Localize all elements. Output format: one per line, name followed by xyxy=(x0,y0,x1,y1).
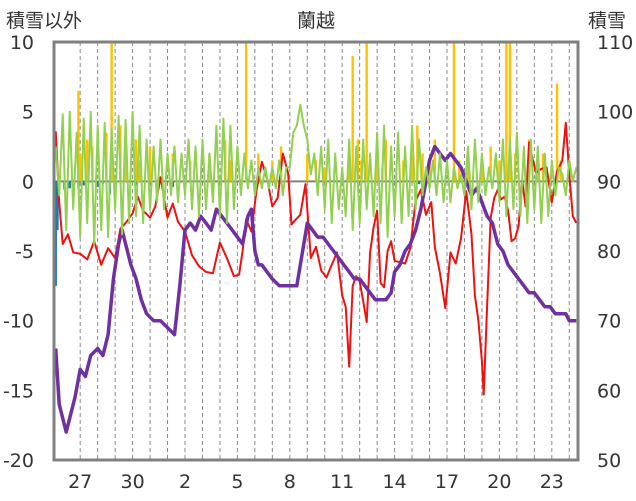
x-tick-label: 30 xyxy=(121,471,145,493)
x-tick-label: 14 xyxy=(383,471,407,493)
plot-frame xyxy=(52,40,580,462)
x-tick-label: 8 xyxy=(284,471,296,493)
right-tick-label: 110 xyxy=(597,32,633,54)
left-tick-label: -15 xyxy=(3,380,34,402)
series-降水量-bar xyxy=(410,153,414,182)
left-tick-label: -10 xyxy=(3,311,34,333)
series-降水量-bar xyxy=(77,90,80,182)
series-降水量-bar xyxy=(323,167,326,182)
series-降水量-bar xyxy=(428,160,431,182)
series-日照時間-bar xyxy=(54,181,57,286)
series-降水量-bar xyxy=(458,160,461,182)
left-tick-label: 10 xyxy=(10,32,34,54)
series-降水量-bar xyxy=(351,55,354,182)
right-tick-label: 80 xyxy=(597,241,621,263)
right-tick-label: 70 xyxy=(597,311,621,333)
left-tick-label: -20 xyxy=(3,450,34,472)
series-降水量-bar xyxy=(79,153,82,182)
series-日照時間-bar xyxy=(56,181,59,231)
series-日照時間-bar xyxy=(68,181,71,189)
series-降水量-bar xyxy=(416,125,419,182)
series-降水量-bar xyxy=(229,160,232,182)
series-降水量-bar xyxy=(134,139,138,182)
series-日照時間-bar xyxy=(96,181,99,187)
right-tick-label: 50 xyxy=(597,450,621,472)
left-tick-label: 0 xyxy=(22,171,34,193)
series-降水量-bar xyxy=(110,42,113,182)
series-降水量-bar xyxy=(365,42,368,182)
series-風速-line xyxy=(54,103,578,245)
series-積雪深-line xyxy=(53,144,577,434)
series-降水量-bar xyxy=(306,153,309,182)
line-layer xyxy=(53,103,578,434)
series-降水量-bar xyxy=(555,83,559,182)
series-降水量-bar xyxy=(452,42,456,182)
x-tick-label: 11 xyxy=(330,471,354,493)
x-tick-label: 23 xyxy=(540,471,564,493)
x-tick-label: 27 xyxy=(68,471,92,493)
series-降水量-bar xyxy=(421,153,424,182)
left-tick-label: 5 xyxy=(22,102,34,124)
series-降水量-bar xyxy=(480,167,484,182)
series-降水量-bar xyxy=(356,139,360,182)
series-降水量-bar xyxy=(244,42,248,182)
right-tick-label: 60 xyxy=(597,380,621,402)
right-tick-label: 100 xyxy=(597,102,633,124)
series-降水量-bar xyxy=(489,146,492,182)
series-降水量-bar xyxy=(124,153,127,182)
series-日照時間-bar xyxy=(82,181,85,186)
right-tick-label: 90 xyxy=(597,171,621,193)
series-気温-line xyxy=(54,121,578,396)
series-日照時間-bar xyxy=(417,181,421,185)
series-降水量-bar xyxy=(508,42,512,182)
series-日照時間-bar xyxy=(134,181,138,186)
series-降水量-bar xyxy=(466,153,470,182)
series-日照時間-bar xyxy=(498,181,501,185)
chart-title: 蘭越 xyxy=(297,10,335,32)
x-tick-label: 17 xyxy=(435,471,459,493)
series-降水量-bar xyxy=(347,160,351,182)
x-tick-label: 20 xyxy=(487,471,511,493)
right-axis-label: 積雪 xyxy=(588,10,626,32)
left-axis-label: 積雪以外 xyxy=(6,10,82,32)
series-降水量-bar xyxy=(505,42,508,182)
series-降水量-bar xyxy=(375,146,379,182)
series-降水量-bar xyxy=(148,146,152,182)
x-tick-label: 2 xyxy=(179,471,191,493)
x-tick-label: 5 xyxy=(231,471,243,493)
series-降水量-bar xyxy=(433,139,436,182)
series-降水量-bar xyxy=(138,160,141,182)
series-降水量-bar xyxy=(498,160,501,182)
series-降水量-bar xyxy=(85,139,89,182)
left-tick-label: -5 xyxy=(15,241,34,263)
